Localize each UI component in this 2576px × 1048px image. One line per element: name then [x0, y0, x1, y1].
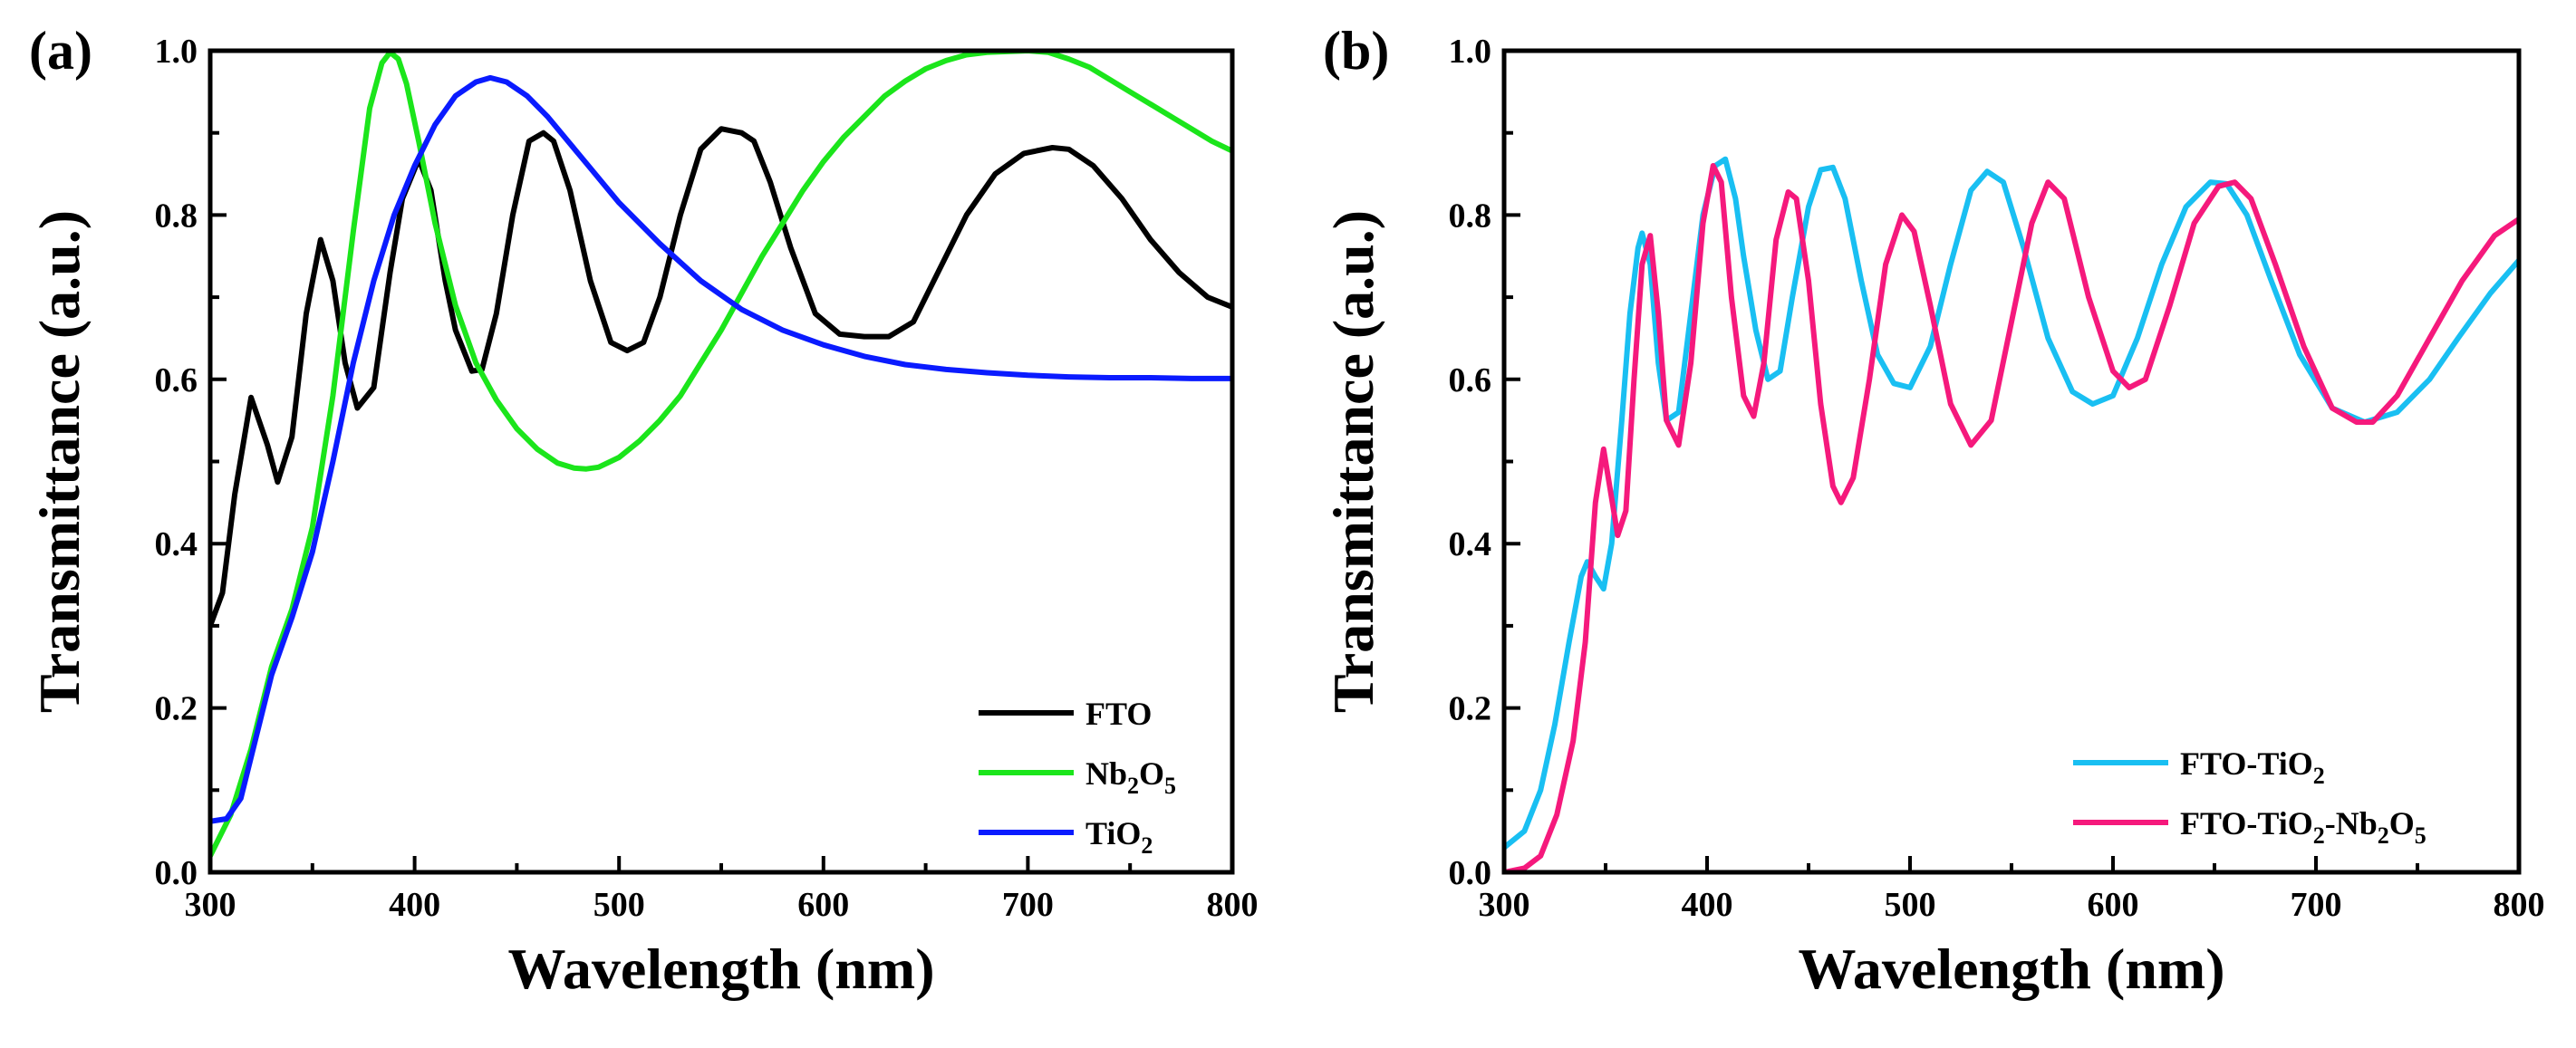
panel-a-series-fto — [210, 126, 1232, 629]
panel-b-y-tick-label: 0.6 — [1449, 361, 1492, 399]
panel-a-legend: FTO Nb2O5 TiO2 — [979, 696, 1176, 859]
panel-a: 300 400 500 600 700 800 0.0 0.2 0.4 0.6 0.8 1.0 Wave… — [27, 21, 1259, 1001]
panel-b-series-fto-tio2-nb2o5 — [1504, 163, 2519, 872]
panel-a-y-tick-label: 0.8 — [155, 197, 198, 235]
panel-a-legend-label: TiO2 — [1085, 815, 1153, 859]
panel-a-x-tick-label: 300 — [185, 886, 236, 924]
panel-b-legend-label: FTO-TiO2-Nb2O5 — [2180, 805, 2426, 849]
panel-a-x-tick-label: 800 — [1207, 886, 1259, 924]
panel-a-y-tick-label: 1.0 — [155, 33, 198, 71]
panel-b-y-tick-label: 1.0 — [1449, 33, 1492, 71]
panel-a-x-tick-label: 400 — [389, 886, 440, 924]
panel-b-y-tick-label: 0.4 — [1449, 525, 1492, 563]
panel-b-x-tick-label: 600 — [2088, 886, 2139, 924]
panel-b-y-axis-title: Transmittance (a.u.) — [1321, 210, 1385, 713]
panel-a-y-tick-label: 0.6 — [155, 361, 198, 399]
panel-b-x-axis-title: Wavelength (nm) — [1798, 937, 2224, 1001]
panel-b-plot-area — [1504, 156, 2519, 872]
panel-a-y-tick-label: 0.4 — [155, 525, 198, 563]
panel-a-x-tick-label: 700 — [1002, 886, 1054, 924]
panel-a-x-tick-label: 600 — [797, 886, 849, 924]
panel-b-y-tick-label: 0.2 — [1449, 690, 1492, 728]
panel-b-x-tick-label: 500 — [1885, 886, 1936, 924]
panel-b-y-tick-label: 0.0 — [1449, 854, 1492, 892]
panel-a-series-tio2 — [210, 74, 1232, 824]
panel-a-x-tick-label: 500 — [593, 886, 645, 924]
panel-b-x-tick-label: 800 — [2494, 886, 2545, 924]
panel-b: 300 400 500 600 700 800 0.0 0.2 0.4 0.6 0.8 1.0 Wave… — [1321, 21, 2545, 1001]
panel-b-x-tick-label: 300 — [1479, 886, 1530, 924]
panel-a-x-axis-title: Wavelength (nm) — [507, 937, 934, 1001]
panel-a-label: (a) — [29, 21, 92, 81]
panel-a-y-tick-label: 0.2 — [155, 690, 198, 728]
panel-b-label: (b) — [1323, 21, 1389, 81]
panel-a-y-axis-title: Transmittance (a.u.) — [27, 210, 92, 713]
panel-b-legend-label: FTO-TiO2 — [2180, 745, 2325, 789]
panel-b-x-tick-label: 400 — [1682, 886, 1733, 924]
panel-a-legend-label: FTO — [1085, 696, 1152, 732]
panel-b-y-tick-label: 0.8 — [1449, 197, 1492, 235]
panel-b-legend: FTO-TiO2 FTO-TiO2-Nb2O5 — [2073, 745, 2426, 849]
panel-a-y-tick-label: 0.0 — [155, 854, 198, 892]
panel-a-legend-label: Nb2O5 — [1085, 755, 1176, 799]
panel-b-x-tick-label: 700 — [2291, 886, 2342, 924]
